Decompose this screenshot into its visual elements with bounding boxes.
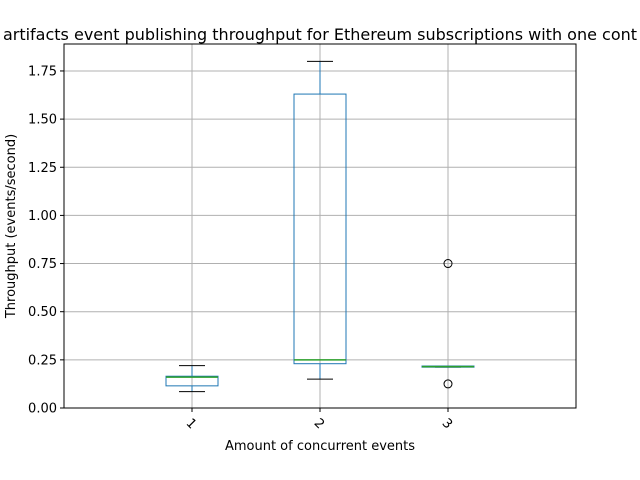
y-axis-ticks: 0.00 0.25 0.50 0.75 1.00 1.25 1.50 1.75 bbox=[28, 64, 64, 417]
box-iqr bbox=[293, 93, 347, 365]
grid-lines bbox=[64, 44, 576, 409]
box-iqr bbox=[165, 375, 219, 387]
outlier-point bbox=[443, 259, 453, 269]
y-tick-label: 0.75 bbox=[28, 257, 57, 272]
y-tick-label: 0.50 bbox=[28, 305, 57, 320]
y-tick-label: 1.00 bbox=[28, 209, 57, 224]
box-3 bbox=[421, 259, 475, 389]
outlier-point bbox=[443, 379, 453, 389]
boxes bbox=[165, 60, 475, 393]
x-axis-label: Amount of concurrent events bbox=[225, 439, 415, 454]
chart-title: artifacts event publishing throughput fo… bbox=[3, 25, 637, 44]
box-2 bbox=[293, 60, 347, 380]
x-axis-ticks: 1 2 3 bbox=[183, 408, 455, 432]
box-1 bbox=[165, 365, 219, 393]
x-tick-label: 1 bbox=[183, 416, 199, 432]
y-tick-label: 1.75 bbox=[28, 64, 57, 79]
y-tick-label: 0.25 bbox=[28, 353, 57, 368]
y-axis-label: Throughput (events/second) bbox=[4, 134, 19, 319]
y-tick-label: 0.00 bbox=[28, 402, 57, 417]
x-tick-label: 3 bbox=[439, 416, 455, 432]
y-tick-label: 1.50 bbox=[28, 113, 57, 128]
x-tick-label: 2 bbox=[311, 416, 327, 432]
y-tick-label: 1.25 bbox=[28, 161, 57, 176]
